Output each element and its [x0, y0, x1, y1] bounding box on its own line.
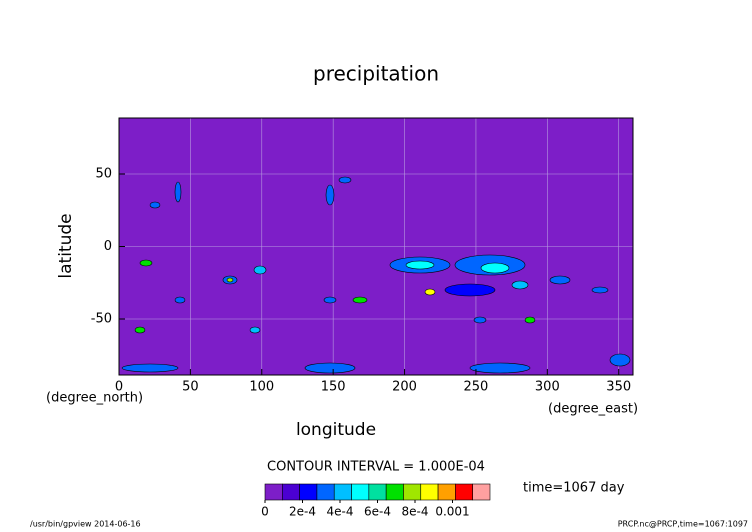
colorbar-swatch — [299, 483, 318, 501]
x-tick-label: 50 — [182, 380, 199, 395]
y-tick-label: -50 — [91, 312, 112, 327]
colorbar-label: 0.001 — [435, 505, 469, 519]
x-tick-label: 100 — [249, 380, 274, 395]
y-tick-label: 50 — [95, 167, 112, 182]
y-unit: (degree_north) — [46, 391, 143, 406]
footer-left: /usr/bin/gpview 2014-06-16 — [30, 520, 141, 529]
colorbar-swatch — [472, 483, 491, 501]
time-label: time=1067 day — [523, 481, 625, 496]
y-axis-label: latitude — [56, 213, 76, 278]
colorbar-swatch — [403, 483, 422, 501]
x-axis-label: longitude — [296, 420, 376, 440]
contour-field — [121, 176, 631, 374]
x-tick-label: 200 — [392, 380, 417, 395]
x-tick-label: 350 — [606, 380, 631, 395]
colorbar-swatch — [437, 483, 456, 501]
x-tick-label: 0 — [115, 380, 123, 395]
colorbar-swatch — [385, 483, 404, 501]
colorbar-swatch — [333, 483, 352, 501]
colorbar-label: 4e-4 — [327, 505, 354, 519]
x-tick-label: 150 — [321, 380, 346, 395]
colorbar-swatch — [264, 483, 283, 501]
colorbar-label: 2e-4 — [289, 505, 316, 519]
colorbar-swatch — [351, 483, 370, 501]
colorbar-label: 8e-4 — [402, 505, 429, 519]
colorbar-swatch — [420, 483, 439, 501]
chart-title: precipitation — [313, 62, 439, 86]
y-tick-label: 0 — [104, 239, 112, 254]
footer-right: PRCP.nc@PRCP,time=1067:1097 — [618, 520, 748, 529]
colorbar-label: 6e-4 — [364, 505, 391, 519]
x-tick-label: 250 — [464, 380, 489, 395]
contour-interval: CONTOUR INTERVAL = 1.000E-04 — [267, 460, 485, 475]
colorbar-swatch — [282, 483, 300, 501]
x-tick-label: 300 — [535, 380, 560, 395]
colorbar-swatch — [316, 483, 335, 501]
colorbar-swatch — [455, 483, 473, 501]
colorbar-swatch — [368, 483, 387, 501]
colorbar-label: 0 — [261, 505, 269, 519]
x-unit: (degree_east) — [548, 402, 638, 417]
